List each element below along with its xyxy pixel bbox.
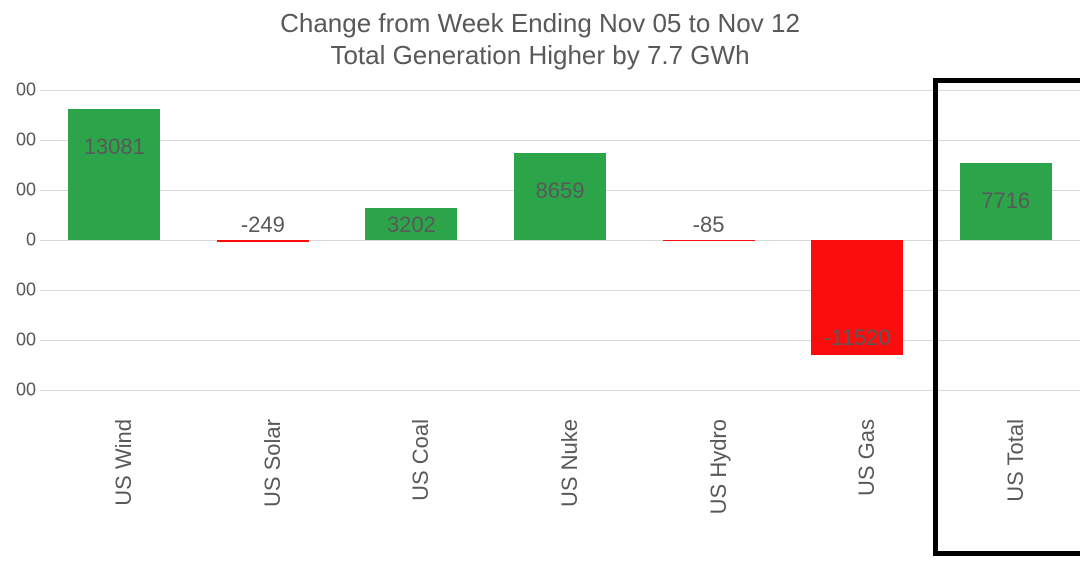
gridline [40, 340, 1080, 341]
bar-label: -11520 [797, 325, 917, 351]
bar-label: 3202 [351, 212, 471, 238]
chart-title-line-1: Change from Week Ending Nov 05 to Nov 12 [0, 8, 1080, 39]
y-tick-label: 00 [0, 130, 36, 151]
x-axis-label: US Gas [854, 419, 880, 569]
bar-us-solar [217, 240, 309, 242]
gridline [40, 390, 1080, 391]
y-tick-label: 00 [0, 380, 36, 401]
bar-label: 13081 [54, 134, 174, 160]
waterfall-chart: Change from Week Ending Nov 05 to Nov 12… [0, 0, 1080, 546]
x-axis-label: US Nuke [557, 419, 583, 569]
bar-label: -85 [649, 212, 769, 238]
x-axis-label: US Total [1003, 419, 1029, 569]
bar-label: -249 [203, 212, 323, 238]
y-tick-label: 00 [0, 80, 36, 101]
gridline [40, 290, 1080, 291]
y-tick-label: 00 [0, 180, 36, 201]
bar-us-hydro [663, 240, 755, 241]
gridline [40, 140, 1080, 141]
y-tick-label: 00 [0, 280, 36, 301]
y-tick-label: 00 [0, 330, 36, 351]
x-axis-label: US Wind [111, 419, 137, 569]
x-axis-label: US Coal [408, 419, 434, 569]
chart-title-line-2: Total Generation Higher by 7.7 GWh [0, 40, 1080, 71]
plot-area: 000000000000013081-24932028659-85-115207… [40, 90, 1080, 390]
bar-label: 8659 [500, 178, 620, 204]
bar-us-wind [68, 109, 160, 240]
gridline [40, 240, 1080, 241]
y-tick-label: 0 [0, 230, 36, 251]
gridline [40, 90, 1080, 91]
x-axis-label: US Solar [260, 419, 286, 569]
x-axis-label: US Hydro [706, 419, 732, 569]
